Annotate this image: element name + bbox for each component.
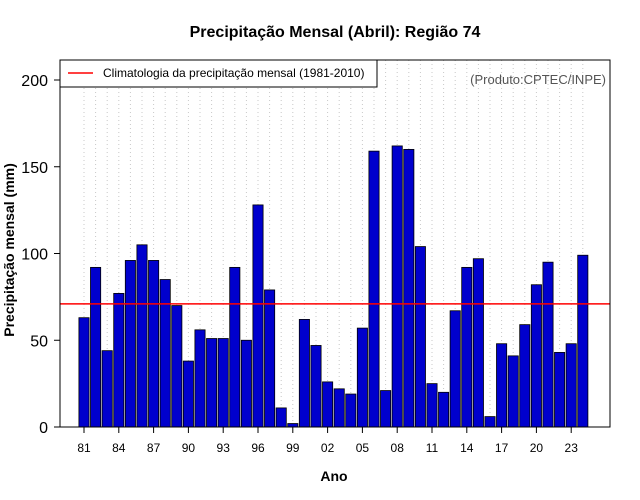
bar-03 xyxy=(333,388,345,428)
bar-83 xyxy=(101,350,113,428)
y-tick-label: 100 xyxy=(21,247,48,264)
bar-13 xyxy=(449,310,461,428)
bar-08 xyxy=(391,145,403,428)
bar-21 xyxy=(542,261,554,428)
bar-01 xyxy=(310,345,322,428)
bar-95 xyxy=(240,339,252,428)
bar-87 xyxy=(148,260,160,428)
bar-00 xyxy=(298,319,310,428)
chart-title: Precipitação Mensal (Abril): Região 74 xyxy=(190,24,481,41)
bar-10 xyxy=(414,246,426,428)
bar-15 xyxy=(472,258,484,428)
bar-22 xyxy=(554,351,566,428)
x-axis-label: Ano xyxy=(320,468,347,484)
bar-06 xyxy=(368,150,380,428)
bar-05 xyxy=(356,327,368,428)
bar-91 xyxy=(194,329,206,428)
y-axis-label: Precipitação mensal (mm) xyxy=(1,163,17,337)
legend-label: Climatologia da precipitação mensal (198… xyxy=(103,66,364,80)
bar-90 xyxy=(182,360,194,428)
bar-99 xyxy=(287,423,299,428)
x-tick-label: 23 xyxy=(565,441,579,455)
x-tick-label: 02 xyxy=(321,441,335,455)
bar-81 xyxy=(78,317,90,428)
bar-series xyxy=(78,145,589,428)
product-credit: (Produto:CPTEC/INPE) xyxy=(470,72,606,87)
bar-19 xyxy=(519,324,531,428)
bar-24 xyxy=(577,254,589,428)
bar-88 xyxy=(159,279,171,428)
bar-93 xyxy=(217,338,229,428)
bar-17 xyxy=(496,343,508,428)
bar-20 xyxy=(530,284,542,428)
x-tick-label: 90 xyxy=(182,441,196,455)
bar-23 xyxy=(565,343,577,428)
x-tick-label: 84 xyxy=(112,441,126,455)
x-tick-label: 17 xyxy=(495,441,509,455)
x-tick-label: 11 xyxy=(426,441,439,455)
y-tick-label: 50 xyxy=(30,333,48,350)
x-tick-label: 05 xyxy=(356,441,370,455)
bar-12 xyxy=(438,391,450,428)
x-tick-label: 93 xyxy=(217,441,231,455)
bar-11 xyxy=(426,383,438,428)
x-tick-label: 99 xyxy=(286,441,300,455)
y-tick-label: 0 xyxy=(39,420,48,437)
bar-85 xyxy=(124,260,136,428)
bar-18 xyxy=(507,355,519,428)
legend-box xyxy=(59,59,378,88)
bar-07 xyxy=(380,390,392,428)
bar-98 xyxy=(275,407,287,428)
bar-94 xyxy=(229,266,241,428)
bar-92 xyxy=(206,338,218,428)
y-tick-label: 150 xyxy=(21,160,48,177)
x-tick-label: 20 xyxy=(530,441,544,455)
legend: Climatologia da precipitação mensal (198… xyxy=(59,59,378,88)
bar-14 xyxy=(461,266,473,428)
y-tick-label: 200 xyxy=(21,73,48,90)
bar-86 xyxy=(136,244,148,428)
x-tick-label: 87 xyxy=(147,441,161,455)
bar-84 xyxy=(113,293,125,428)
bar-97 xyxy=(264,289,276,428)
x-tick-label: 96 xyxy=(251,441,265,455)
bar-16 xyxy=(484,416,496,428)
x-tick-label: 81 xyxy=(77,441,91,455)
bar-04 xyxy=(345,393,357,428)
x-axis: 81 84 87 90 93 96 99 02 05 08 11 14 17 20 23 xyxy=(77,427,578,455)
bar-02 xyxy=(322,381,334,428)
bar-82 xyxy=(90,266,102,428)
bar-96 xyxy=(252,204,264,428)
y-axis: 0 50 100 150 200 xyxy=(21,73,60,437)
x-tick-label: 08 xyxy=(391,441,405,455)
bar-89 xyxy=(171,305,183,428)
bar-09 xyxy=(403,148,415,428)
x-tick-label: 14 xyxy=(460,441,474,455)
